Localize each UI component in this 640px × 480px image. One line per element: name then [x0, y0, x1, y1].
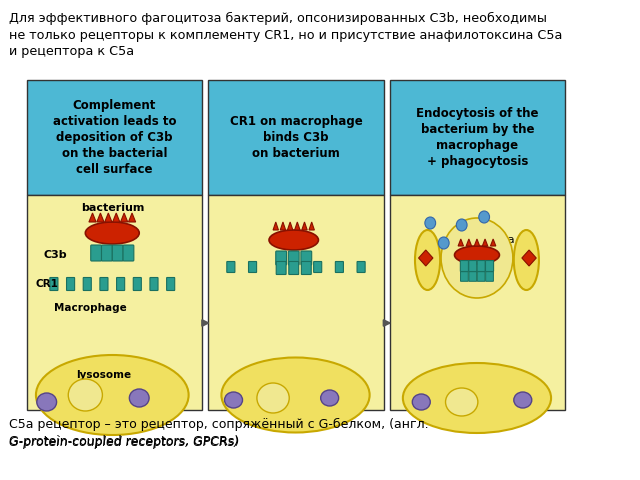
Circle shape	[438, 237, 449, 249]
FancyBboxPatch shape	[477, 261, 485, 272]
Polygon shape	[287, 222, 293, 230]
FancyBboxPatch shape	[486, 261, 493, 272]
Ellipse shape	[37, 393, 56, 411]
FancyBboxPatch shape	[248, 262, 257, 273]
FancyBboxPatch shape	[123, 245, 134, 261]
Polygon shape	[458, 239, 463, 246]
Ellipse shape	[412, 394, 430, 410]
FancyBboxPatch shape	[390, 195, 565, 410]
FancyBboxPatch shape	[166, 277, 175, 290]
FancyBboxPatch shape	[301, 262, 311, 275]
FancyBboxPatch shape	[133, 277, 141, 290]
FancyBboxPatch shape	[461, 272, 468, 281]
FancyBboxPatch shape	[357, 262, 365, 273]
Circle shape	[479, 211, 490, 223]
FancyBboxPatch shape	[83, 277, 92, 290]
FancyBboxPatch shape	[27, 195, 202, 410]
Text: C5a: C5a	[493, 235, 515, 245]
Polygon shape	[89, 213, 96, 222]
FancyBboxPatch shape	[289, 262, 299, 275]
FancyBboxPatch shape	[27, 80, 202, 195]
Circle shape	[456, 219, 467, 231]
Polygon shape	[302, 222, 307, 230]
Ellipse shape	[225, 392, 243, 408]
Polygon shape	[309, 222, 314, 230]
Ellipse shape	[36, 355, 189, 435]
Text: С5а рецептор – это рецептор, сопряжённый с G-белком, (англ.
G-protein-coupled re: С5а рецептор – это рецептор, сопряжённый…	[9, 418, 429, 448]
Ellipse shape	[257, 383, 289, 413]
Polygon shape	[280, 222, 285, 230]
Ellipse shape	[415, 230, 440, 290]
Ellipse shape	[454, 246, 499, 264]
FancyBboxPatch shape	[468, 261, 477, 272]
Text: Complement
activation leads to
deposition of C3b
on the bacterial
cell surface: Complement activation leads to depositio…	[52, 99, 176, 176]
FancyBboxPatch shape	[276, 262, 286, 275]
Text: Macrophage: Macrophage	[54, 303, 127, 313]
Polygon shape	[105, 213, 112, 222]
FancyBboxPatch shape	[469, 272, 477, 281]
FancyBboxPatch shape	[460, 261, 468, 272]
Ellipse shape	[514, 392, 532, 408]
FancyBboxPatch shape	[91, 245, 102, 261]
Polygon shape	[129, 213, 136, 222]
Polygon shape	[120, 213, 128, 222]
Ellipse shape	[403, 363, 551, 433]
Polygon shape	[483, 239, 488, 246]
FancyBboxPatch shape	[209, 80, 383, 195]
Polygon shape	[522, 250, 536, 266]
Polygon shape	[273, 222, 278, 230]
FancyBboxPatch shape	[100, 277, 108, 290]
FancyBboxPatch shape	[227, 262, 235, 273]
FancyBboxPatch shape	[50, 277, 58, 290]
Polygon shape	[466, 239, 472, 246]
Polygon shape	[97, 213, 104, 222]
Polygon shape	[113, 213, 120, 222]
FancyBboxPatch shape	[390, 80, 565, 195]
FancyBboxPatch shape	[276, 251, 287, 265]
FancyBboxPatch shape	[209, 195, 383, 410]
Polygon shape	[474, 239, 479, 246]
Polygon shape	[490, 239, 496, 246]
Ellipse shape	[445, 388, 478, 416]
Ellipse shape	[321, 390, 339, 406]
Polygon shape	[419, 250, 433, 266]
FancyBboxPatch shape	[102, 245, 112, 261]
Text: lysosome: lysosome	[76, 370, 131, 380]
FancyBboxPatch shape	[67, 277, 75, 290]
Text: Для эффективного фагоцитоза бактерий, опсонизированных C3b, необходимы
не только: Для эффективного фагоцитоза бактерий, оп…	[9, 12, 563, 58]
FancyBboxPatch shape	[477, 272, 485, 281]
Ellipse shape	[129, 389, 149, 407]
Text: bacterium: bacterium	[81, 203, 144, 213]
Text: G-protein-coupled receptors, GPCRs): G-protein-coupled receptors, GPCRs)	[9, 419, 239, 449]
Text: Endocytosis of the
bacterium by the
macrophage
+ phagocytosis: Endocytosis of the bacterium by the macr…	[416, 107, 539, 168]
Ellipse shape	[85, 222, 140, 244]
Ellipse shape	[68, 379, 102, 411]
Text: CR1: CR1	[35, 279, 58, 289]
FancyBboxPatch shape	[314, 262, 322, 273]
FancyBboxPatch shape	[112, 245, 123, 261]
Text: C3b: C3b	[44, 250, 67, 260]
Text: CR1 on macrophage
binds C3b
on bacterium: CR1 on macrophage binds C3b on bacterium	[230, 115, 362, 160]
FancyBboxPatch shape	[486, 272, 493, 281]
FancyBboxPatch shape	[116, 277, 125, 290]
FancyBboxPatch shape	[301, 251, 312, 265]
Circle shape	[441, 218, 513, 298]
Ellipse shape	[221, 358, 370, 432]
Circle shape	[425, 217, 436, 229]
FancyBboxPatch shape	[150, 277, 158, 290]
FancyBboxPatch shape	[289, 251, 299, 265]
FancyBboxPatch shape	[335, 262, 344, 273]
Ellipse shape	[514, 230, 539, 290]
Ellipse shape	[269, 230, 319, 250]
Polygon shape	[294, 222, 300, 230]
